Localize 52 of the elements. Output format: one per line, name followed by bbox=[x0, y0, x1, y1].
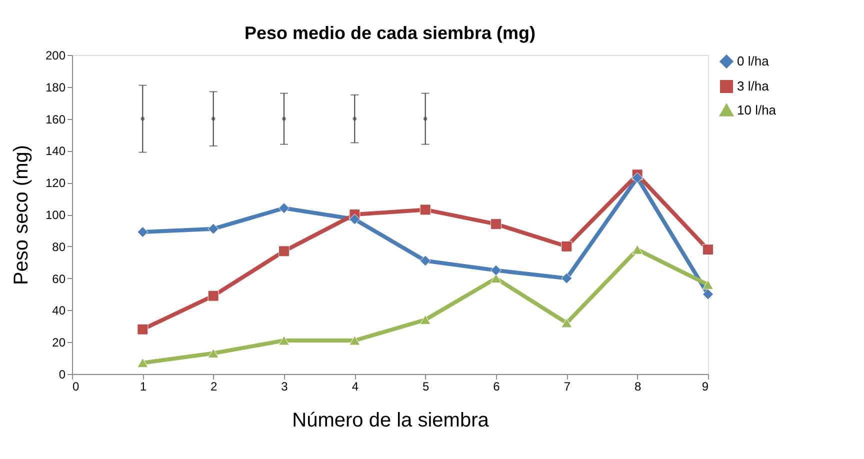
point bbox=[702, 244, 714, 256]
y-tick-label: 180 bbox=[45, 80, 66, 94]
x-tick-label: 3 bbox=[281, 380, 288, 394]
point bbox=[490, 274, 502, 284]
point bbox=[208, 348, 219, 358]
y-tick-label: 40 bbox=[52, 304, 66, 318]
x-tick-label: 7 bbox=[564, 380, 571, 394]
chart-title: Peso medio de cada siembra (mg) bbox=[244, 23, 536, 43]
y-tick-label: 160 bbox=[45, 112, 66, 126]
point bbox=[278, 336, 290, 346]
x-tick-label: 5 bbox=[422, 380, 430, 394]
x-tick-label: 4 bbox=[352, 380, 359, 394]
point bbox=[561, 240, 572, 252]
x-tick-label: 6 bbox=[493, 380, 500, 394]
x-tick-label: 1 bbox=[140, 380, 147, 394]
point bbox=[349, 214, 360, 225]
point bbox=[349, 336, 360, 346]
x-tick-label: 2 bbox=[210, 380, 218, 394]
point bbox=[137, 324, 148, 335]
point bbox=[137, 226, 148, 238]
point bbox=[208, 290, 219, 302]
point bbox=[420, 255, 431, 266]
point bbox=[208, 223, 219, 234]
x-tick-label: 0 bbox=[72, 380, 80, 394]
point bbox=[561, 318, 572, 328]
point bbox=[490, 218, 502, 230]
point bbox=[632, 244, 643, 254]
point bbox=[561, 272, 572, 284]
point bbox=[420, 204, 431, 216]
point bbox=[632, 172, 643, 184]
y-axis-title: Peso seco (mg) bbox=[10, 144, 32, 286]
x-axis-title: Número de la siembra bbox=[292, 410, 490, 432]
legend-label: 3 l/ha bbox=[737, 78, 770, 94]
point bbox=[420, 314, 431, 325]
y-tick-label: 0 bbox=[58, 368, 66, 382]
y-tick-label: 80 bbox=[52, 240, 66, 254]
legend-label: 0 l/ha bbox=[737, 54, 770, 68]
point bbox=[278, 246, 290, 257]
point bbox=[702, 280, 714, 290]
x-tick-label: 9 bbox=[702, 380, 709, 394]
point bbox=[278, 202, 290, 214]
y-tick-label: 100 bbox=[45, 208, 66, 222]
y-tick-label: 200 bbox=[45, 48, 66, 62]
point bbox=[137, 358, 148, 368]
legend-label: 10 l/ha bbox=[737, 102, 777, 118]
y-tick-label: 140 bbox=[45, 144, 66, 158]
point bbox=[490, 264, 502, 276]
y-tick-label: 120 bbox=[45, 176, 66, 190]
x-tick-label: 8 bbox=[634, 380, 642, 394]
y-tick-label: 20 bbox=[52, 336, 66, 350]
y-tick-label: 60 bbox=[52, 272, 66, 286]
point bbox=[702, 288, 714, 300]
